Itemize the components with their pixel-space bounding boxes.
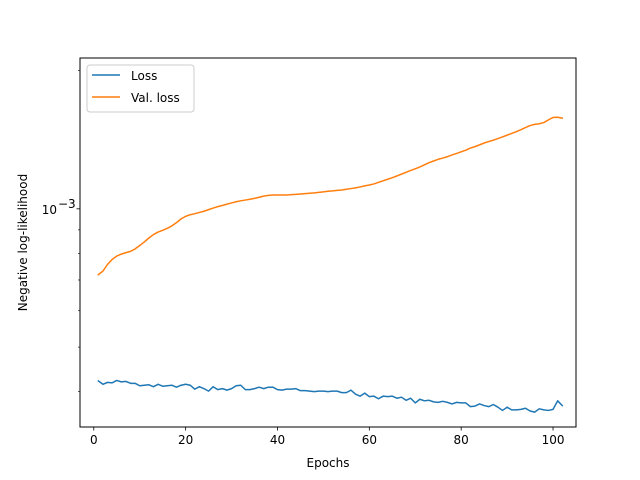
- series-layer: [97, 116, 564, 413]
- x-tick-label: 100: [542, 433, 565, 447]
- y-axis-ticks: 10 −3: [42, 70, 80, 392]
- y-tick-label: 10: [42, 203, 57, 217]
- x-tick-label: 20: [178, 433, 193, 447]
- plot-area: [80, 58, 576, 427]
- y-tick-label-exponent: −3: [58, 197, 76, 211]
- series-line-loss: [97, 379, 564, 413]
- legend: Loss Val. loss: [86, 64, 195, 113]
- x-tick-label: 60: [362, 433, 377, 447]
- x-tick-label: 80: [454, 433, 469, 447]
- legend-label-loss: Loss: [131, 69, 157, 83]
- legend-box: [86, 64, 195, 113]
- y-axis-label: Negative log-likelihood: [16, 174, 30, 311]
- x-axis-ticks: 0 20 40 60 80 100: [90, 427, 565, 447]
- series-line-val-loss: [97, 116, 564, 276]
- x-tick-label: 40: [270, 433, 285, 447]
- x-axis-label: Epochs: [307, 456, 350, 470]
- x-tick-label: 0: [90, 433, 98, 447]
- legend-label-val-loss: Val. loss: [131, 91, 180, 105]
- axes-frame: [79, 57, 577, 428]
